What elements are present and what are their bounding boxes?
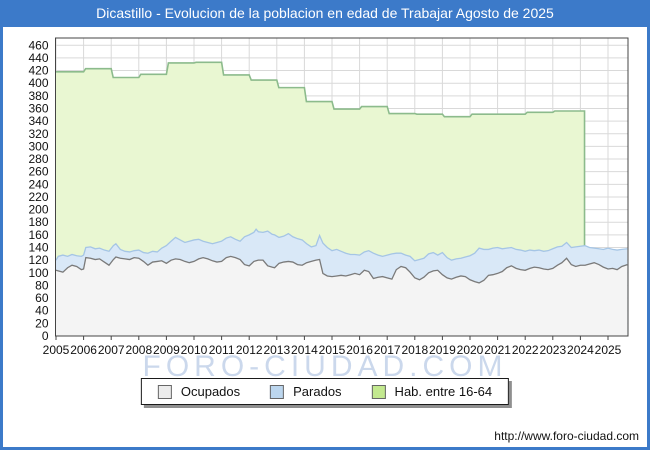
svg-text:420: 420 (28, 64, 48, 78)
svg-text:140: 140 (28, 241, 48, 255)
svg-text:2014: 2014 (291, 343, 318, 357)
svg-text:100: 100 (28, 266, 48, 280)
ocupados-swatch-icon (157, 384, 172, 399)
svg-text:0: 0 (42, 329, 49, 343)
svg-text:240: 240 (28, 177, 48, 191)
svg-text:2015: 2015 (319, 343, 346, 357)
legend-item-ocupados: Ocupados (157, 384, 241, 399)
svg-text:120: 120 (28, 253, 48, 267)
svg-text:2016: 2016 (346, 343, 373, 357)
svg-text:2005: 2005 (43, 343, 70, 357)
svg-text:40: 40 (35, 304, 49, 318)
svg-text:180: 180 (28, 215, 48, 229)
svg-text:460: 460 (28, 38, 48, 52)
svg-text:2017: 2017 (374, 343, 401, 357)
svg-text:2009: 2009 (153, 343, 180, 357)
svg-text:2025: 2025 (595, 343, 622, 357)
svg-text:440: 440 (28, 51, 48, 65)
svg-text:260: 260 (28, 165, 48, 179)
parados-swatch-icon (270, 384, 285, 399)
svg-text:2023: 2023 (539, 343, 566, 357)
svg-text:320: 320 (28, 127, 48, 141)
legend: Ocupados Parados Hab. entre 16-64 (140, 378, 510, 405)
svg-text:280: 280 (28, 152, 48, 166)
svg-text:2008: 2008 (125, 343, 152, 357)
svg-text:60: 60 (35, 291, 49, 305)
svg-text:220: 220 (28, 190, 48, 204)
svg-text:20: 20 (35, 316, 49, 330)
chart-title: Dicastillo - Evolucion de la poblacion e… (0, 0, 650, 27)
svg-text:340: 340 (28, 114, 48, 128)
legend-label-hab-16-64: Hab. entre 16-64 (394, 384, 493, 399)
hab-16-64-swatch-icon (371, 384, 386, 399)
legend-item-parados: Parados (270, 384, 342, 399)
svg-text:400: 400 (28, 76, 48, 90)
svg-text:200: 200 (28, 203, 48, 217)
svg-text:2011: 2011 (209, 343, 235, 357)
svg-text:2020: 2020 (457, 343, 484, 357)
svg-text:2010: 2010 (181, 343, 208, 357)
svg-text:2006: 2006 (70, 343, 97, 357)
watermark-text: FORO-CIUDAD.COM (142, 350, 508, 383)
svg-text:160: 160 (28, 228, 48, 242)
svg-text:2021: 2021 (484, 343, 511, 357)
svg-text:2007: 2007 (98, 343, 125, 357)
legend-item-hab-16-64: Hab. entre 16-64 (371, 384, 493, 399)
svg-text:2018: 2018 (401, 343, 428, 357)
svg-text:380: 380 (28, 89, 48, 103)
svg-text:2024: 2024 (567, 343, 594, 357)
legend-label-ocupados: Ocupados (180, 384, 241, 399)
legend-label-parados: Parados (293, 384, 342, 399)
svg-text:360: 360 (28, 101, 48, 115)
svg-text:300: 300 (28, 139, 48, 153)
svg-text:80: 80 (35, 278, 49, 292)
svg-text:2022: 2022 (512, 343, 539, 357)
footer-url[interactable]: http://www.foro-ciudad.com (494, 429, 639, 443)
svg-text:2019: 2019 (429, 343, 456, 357)
svg-text:2012: 2012 (236, 343, 263, 357)
svg-text:2013: 2013 (263, 343, 290, 357)
